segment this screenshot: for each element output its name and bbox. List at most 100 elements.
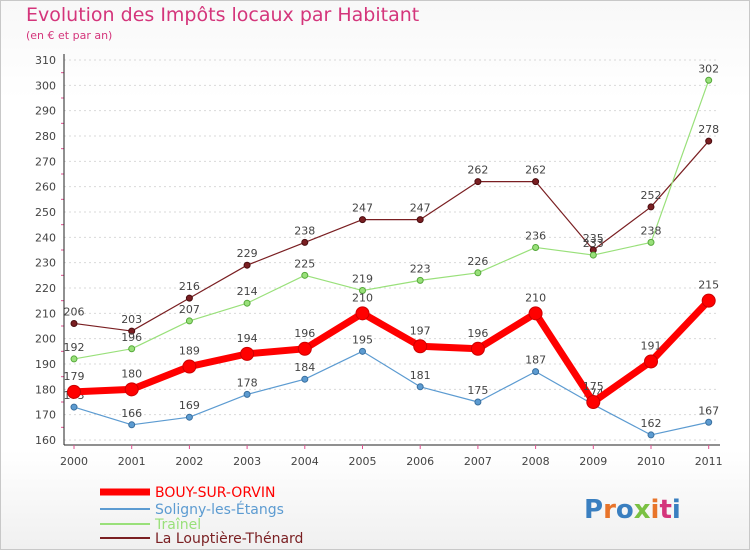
- data-label: 196: [467, 327, 488, 340]
- legend-label: Traînel: [154, 517, 201, 533]
- x-tick-label: 2000: [60, 455, 88, 468]
- data-point: [128, 421, 136, 429]
- data-point: [647, 238, 655, 246]
- data-label: 247: [410, 202, 431, 215]
- data-label: 210: [525, 291, 546, 304]
- data-point: [647, 431, 655, 439]
- data-point: [355, 306, 370, 321]
- data-point: [182, 359, 197, 374]
- y-tick-label: 310: [35, 54, 56, 67]
- data-point: [359, 216, 366, 224]
- logo-letter: i: [651, 495, 660, 525]
- data-point: [470, 341, 485, 356]
- data-label: 215: [698, 279, 719, 292]
- data-label: 216: [179, 280, 200, 293]
- data-point: [243, 261, 251, 269]
- data-point: [705, 418, 713, 426]
- data-label: 233: [583, 237, 604, 250]
- data-point: [243, 390, 251, 398]
- data-point: [644, 354, 658, 369]
- data-point: [705, 137, 713, 145]
- y-tick-label: 160: [35, 434, 56, 447]
- data-point: [240, 346, 255, 361]
- data-point: [586, 395, 601, 409]
- series-line: [73, 350, 709, 436]
- data-label: 262: [467, 164, 488, 177]
- data-point: [128, 327, 136, 335]
- series-line: [73, 80, 710, 360]
- data-label: 262: [525, 164, 546, 177]
- data-point: [359, 287, 366, 295]
- x-tick-label: 2003: [233, 455, 261, 468]
- data-point: [359, 347, 366, 355]
- data-label: 189: [179, 345, 200, 358]
- data-label: 169: [179, 399, 200, 412]
- data-point: [474, 398, 482, 406]
- data-label: 225: [294, 257, 315, 270]
- data-point: [185, 317, 193, 325]
- data-point: [67, 384, 81, 399]
- y-tick-label: 250: [35, 206, 56, 219]
- y-tick-label: 220: [35, 282, 56, 295]
- data-point: [589, 251, 597, 259]
- data-point: [701, 293, 716, 308]
- data-label: 238: [294, 224, 315, 237]
- data-point: [185, 413, 193, 421]
- data-label: 252: [641, 189, 662, 202]
- data-point: [474, 269, 482, 277]
- data-label: 191: [641, 339, 662, 352]
- y-tick-label: 260: [35, 181, 56, 194]
- logo-letter: x: [634, 495, 651, 525]
- legend-item-3: La Louptière-Thénard: [100, 531, 303, 547]
- series-3: 206 203 216 229 238 247 247 262 262 235 252 278: [64, 123, 719, 335]
- data-label: 184: [294, 361, 315, 374]
- data-point: [532, 243, 540, 251]
- legend-item-2: Traînel: [100, 517, 201, 533]
- data-label: 187: [525, 354, 546, 367]
- legend-label: BOUY-SUR-ORVIN: [155, 485, 275, 501]
- data-label: 180: [121, 367, 142, 380]
- data-point: [70, 319, 78, 327]
- series-0: 179 180 189 194 196 210 197 196 210 175 191 215: [64, 279, 719, 409]
- logo-letter: r: [603, 495, 616, 525]
- y-tick-label: 290: [35, 105, 56, 118]
- logo-letter: t: [659, 495, 671, 525]
- legend-label: Soligny-les-Étangs: [155, 501, 284, 518]
- data-label: 207: [179, 303, 200, 316]
- y-tick-label: 200: [35, 333, 56, 346]
- data-label: 192: [64, 341, 85, 354]
- data-point: [416, 216, 424, 224]
- data-label: 219: [352, 273, 373, 286]
- data-label: 195: [352, 333, 373, 346]
- data-label: 203: [121, 313, 142, 326]
- data-label: 196: [294, 327, 315, 340]
- x-tick-label: 2008: [522, 455, 550, 468]
- data-point: [532, 368, 540, 376]
- x-tick-label: 2009: [579, 455, 607, 468]
- x-tick-label: 2011: [695, 455, 723, 468]
- data-point: [128, 345, 136, 353]
- logo-letter: i: [672, 495, 681, 525]
- data-point: [528, 306, 543, 321]
- series-2: 192 196 207 214 225 219 223 226 236 233 238 302: [64, 62, 719, 363]
- data-point: [70, 403, 78, 411]
- data-point: [416, 383, 424, 391]
- x-tick-label: 2006: [406, 455, 434, 468]
- data-point: [243, 299, 251, 307]
- chart-title: Evolution des Impôts locaux par Habitant: [26, 4, 420, 26]
- data-label: 179: [64, 370, 85, 383]
- data-label: 196: [121, 331, 142, 344]
- series-line: [73, 298, 712, 406]
- y-tick-label: 270: [35, 155, 56, 168]
- data-label: 178: [237, 376, 258, 389]
- legend-label: La Louptière-Thénard: [155, 531, 303, 547]
- y-tick-label: 180: [35, 383, 56, 396]
- data-label: 226: [467, 255, 488, 268]
- data-point: [301, 238, 309, 246]
- x-tick-label: 2010: [637, 455, 665, 468]
- data-label: 214: [237, 285, 258, 298]
- x-tick-label: 2005: [349, 455, 377, 468]
- x-tick-label: 2002: [175, 455, 203, 468]
